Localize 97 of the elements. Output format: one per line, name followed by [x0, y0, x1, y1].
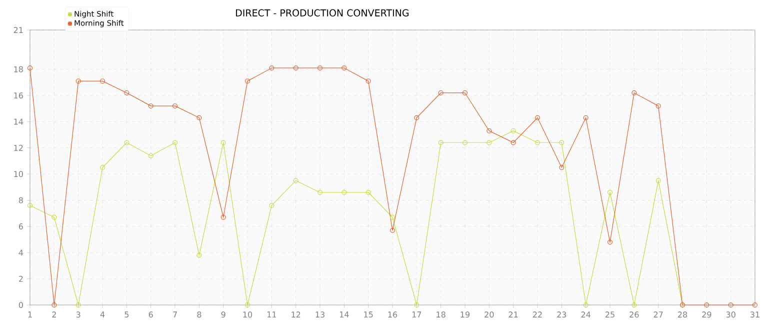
point: [510, 128, 516, 134]
point: [148, 153, 154, 158]
point: [486, 140, 492, 146]
point: [559, 165, 564, 170]
x-tick-label: 18: [436, 312, 446, 318]
point: [366, 78, 371, 84]
point: [52, 214, 57, 220]
point: [632, 90, 637, 96]
point: [76, 302, 81, 308]
point: [245, 78, 250, 84]
point: [196, 252, 202, 258]
x-tick-label: 6: [148, 312, 153, 318]
y-tick-label: 10: [14, 171, 23, 178]
x-tick-label: 1: [28, 312, 32, 318]
point: [172, 140, 178, 146]
point: [124, 90, 130, 96]
x-tick-label: 14: [340, 312, 349, 318]
point: [245, 302, 250, 308]
point: [220, 214, 226, 220]
x-tick-label: 29: [702, 312, 712, 318]
point: [100, 78, 106, 84]
x-tick-label: 24: [581, 312, 590, 318]
point: [148, 104, 154, 108]
x-tick-label: 27: [654, 312, 663, 318]
point: [535, 115, 540, 120]
point: [172, 104, 178, 108]
point: [293, 66, 298, 71]
point: [414, 115, 420, 120]
x-tick-label: 8: [197, 312, 202, 318]
x-tick-label: 4: [100, 312, 105, 318]
point: [583, 302, 588, 308]
point: [632, 302, 637, 308]
x-tick-label: 23: [557, 312, 566, 318]
y-tick-label: 0: [18, 302, 23, 308]
x-tick-label: 5: [124, 312, 129, 318]
point: [269, 66, 274, 71]
x-tick-label: 26: [630, 312, 639, 318]
point: [76, 78, 81, 84]
y-tick-label: 4: [18, 250, 24, 256]
x-tick-label: 15: [364, 312, 373, 318]
x-tick-label: 16: [388, 312, 398, 318]
point: [342, 66, 347, 71]
point: [608, 240, 612, 245]
point: [293, 178, 298, 184]
point: [414, 302, 420, 308]
point: [220, 140, 226, 146]
x-tick-label: 25: [605, 312, 614, 318]
point: [366, 190, 371, 195]
x-tick-label: 30: [726, 312, 736, 318]
x-tick-label: 13: [316, 312, 324, 318]
point: [583, 115, 588, 120]
point: [704, 302, 710, 308]
point: [318, 66, 323, 71]
y-tick-label: 6: [18, 223, 23, 230]
y-tick-label: 16: [14, 92, 23, 99]
point: [269, 203, 274, 208]
point: [438, 140, 444, 146]
x-tick-label: 22: [532, 312, 542, 318]
point: [342, 190, 347, 195]
point: [318, 190, 323, 195]
y-tick-label: 18: [14, 66, 23, 72]
point: [486, 128, 492, 134]
point: [438, 90, 444, 96]
x-tick-label: 3: [76, 312, 80, 318]
point: [608, 190, 612, 195]
y-tick-label: 21: [14, 27, 23, 34]
point: [124, 140, 130, 146]
x-tick-label: 28: [678, 312, 688, 318]
y-tick-label: 14: [14, 118, 24, 125]
x-tick-label: 19: [460, 312, 470, 318]
x-tick-label: 10: [243, 312, 252, 318]
point: [656, 178, 661, 184]
point: [100, 165, 106, 170]
y-tick-label: 2: [18, 276, 23, 282]
x-tick-label: 11: [267, 312, 276, 318]
point: [390, 228, 396, 233]
x-tick-label: 7: [173, 312, 177, 318]
point: [462, 90, 468, 96]
x-tick-label: 17: [412, 312, 422, 318]
point: [656, 104, 661, 108]
point: [535, 140, 540, 146]
point: [390, 214, 396, 220]
y-tick-label: 12: [14, 144, 23, 151]
point: [462, 140, 468, 146]
x-tick-label: 9: [221, 312, 226, 318]
point: [728, 302, 734, 308]
point: [196, 115, 202, 120]
x-tick-label: 2: [52, 312, 56, 318]
x-tick-label: 20: [484, 312, 494, 318]
point: [559, 140, 564, 146]
chart-title: DIRECT - PRODUCTION CONVERTING: [236, 9, 409, 17]
point: [52, 302, 57, 308]
x-tick-label: 31: [750, 312, 760, 318]
x-tick-label: 12: [292, 312, 300, 318]
x-tick-label: 21: [508, 312, 518, 318]
y-tick-label: 8: [18, 197, 23, 204]
point: [510, 140, 516, 146]
